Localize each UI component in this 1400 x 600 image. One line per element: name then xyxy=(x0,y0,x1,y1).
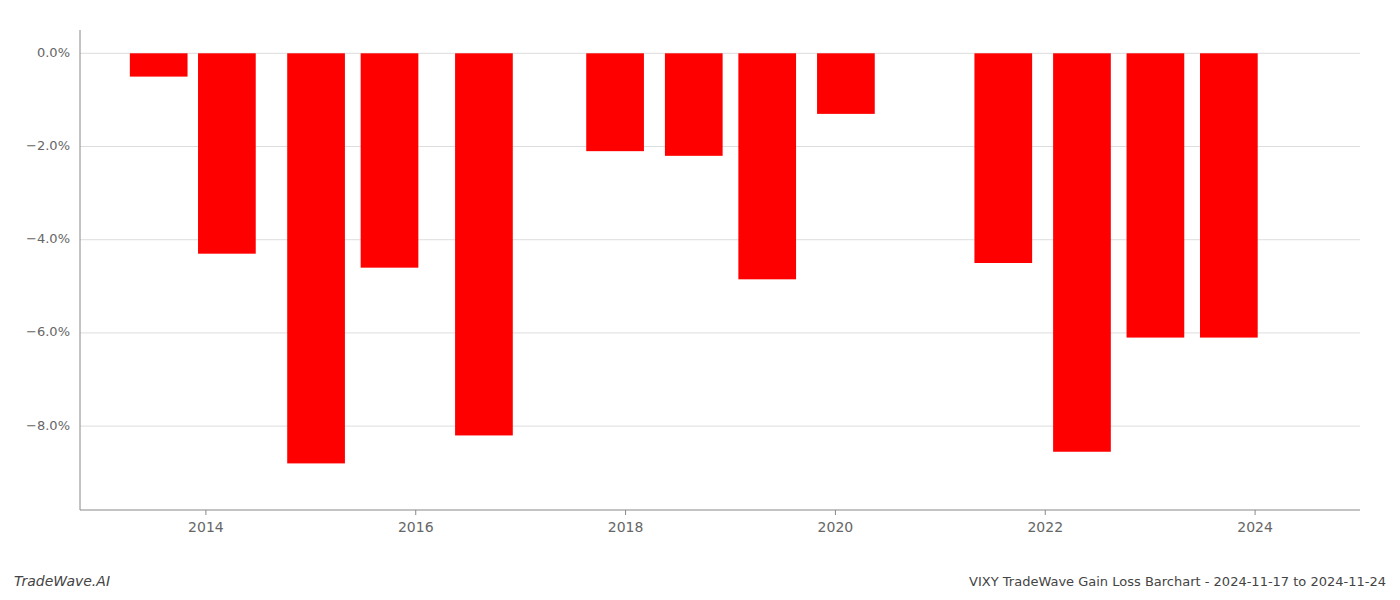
x-axis-line xyxy=(80,510,1360,511)
bar xyxy=(817,53,875,114)
y-tick-label: −2.0% xyxy=(26,138,70,153)
bar xyxy=(361,53,419,267)
x-tick xyxy=(1045,510,1046,515)
bar xyxy=(665,53,723,156)
bar xyxy=(287,53,345,463)
x-tick-label: 2016 xyxy=(398,519,434,535)
bars xyxy=(130,53,1258,463)
bar xyxy=(586,53,644,151)
x-tick-label: 2024 xyxy=(1237,519,1273,535)
x-tick xyxy=(625,510,626,515)
bar xyxy=(1053,53,1111,451)
bar xyxy=(1200,53,1258,337)
grid-line xyxy=(80,426,1360,427)
footer-right: VIXY TradeWave Gain Loss Barchart - 2024… xyxy=(969,574,1386,589)
x-tick xyxy=(1255,510,1256,515)
x-tick xyxy=(205,510,206,515)
bar xyxy=(738,53,796,279)
x-tick-label: 2018 xyxy=(608,519,644,535)
bar xyxy=(1127,53,1185,337)
footer-left: TradeWave.AI xyxy=(14,573,110,589)
y-tick-label: −8.0% xyxy=(26,418,70,433)
bar xyxy=(130,53,188,76)
x-tick-label: 2022 xyxy=(1027,519,1063,535)
bar xyxy=(198,53,256,253)
y-tick-label: −4.0% xyxy=(26,231,70,246)
x-tick-label: 2020 xyxy=(818,519,854,535)
background xyxy=(0,0,1400,600)
y-grid xyxy=(80,53,1360,426)
bar xyxy=(455,53,513,435)
y-axis-line xyxy=(80,30,81,510)
x-tick xyxy=(415,510,416,515)
x-tick-label: 2014 xyxy=(188,519,224,535)
bar xyxy=(974,53,1032,263)
y-tick-label: −6.0% xyxy=(26,324,70,339)
chart: 0.0% −2.0% −4.0% −6.0% −8.0% 2014 2016 2018 2020… xyxy=(0,0,1400,600)
x-tick xyxy=(835,510,836,515)
y-tick-label: 0.0% xyxy=(37,45,70,60)
